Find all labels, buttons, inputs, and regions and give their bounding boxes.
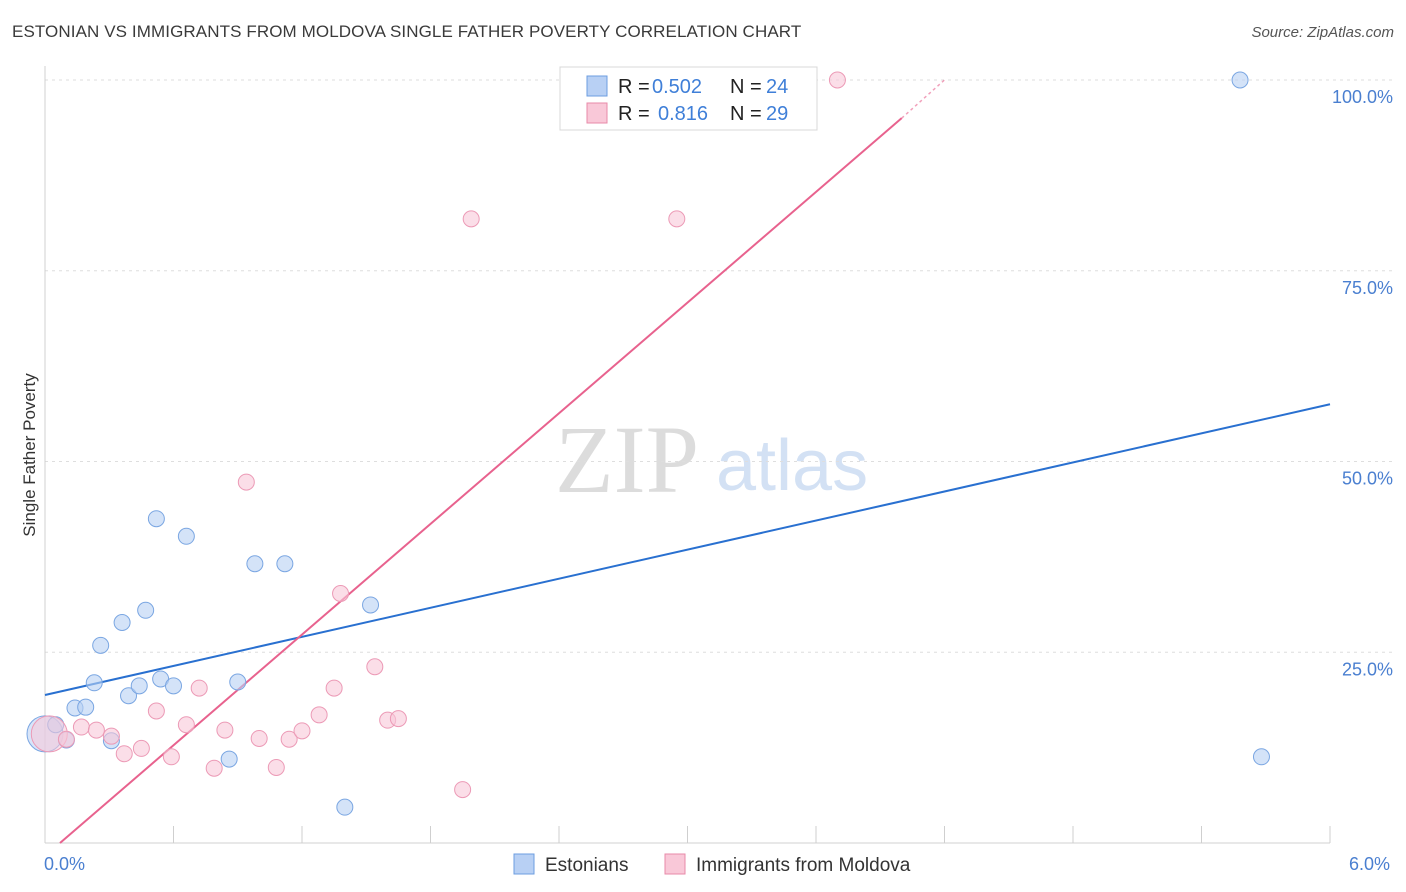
moldova-point-18 xyxy=(310,706,328,724)
estonians-point-16 xyxy=(220,750,238,768)
legend-swatch-moldova xyxy=(586,102,608,124)
moldova-point-2 xyxy=(72,718,90,736)
series-legend: Estonians Immigrants from Moldova xyxy=(513,853,911,876)
estonians-point-5 xyxy=(85,674,103,692)
legend-r-value-1: 0.502 xyxy=(652,76,702,98)
moldova-point-26 xyxy=(668,210,686,228)
legend-swatch-estonians xyxy=(586,75,608,97)
estonians-point-11 xyxy=(137,601,155,619)
svg-text:R = 0.502 N =: R = 0.502 N = 24 xyxy=(618,76,788,98)
svg-text:R = 0.816 N =: R = 0.816 N = 29 xyxy=(618,103,788,125)
moldova-point-16 xyxy=(280,730,298,748)
estonians-point-20 xyxy=(336,798,354,816)
moldova-point-15 xyxy=(267,758,285,776)
estonians-point-18 xyxy=(246,555,264,573)
moldova-point-1 xyxy=(57,730,75,748)
moldova-point-11 xyxy=(205,759,223,777)
estonians-point-15 xyxy=(177,527,195,545)
moldova-point-21 xyxy=(366,658,384,676)
estonians-point-21 xyxy=(362,596,380,614)
moldova-point-19 xyxy=(325,679,343,697)
estonians-point-12 xyxy=(147,510,165,528)
moldova-point-9 xyxy=(177,716,195,734)
moldova-point-23 xyxy=(389,710,407,728)
moldova-point-10 xyxy=(190,679,208,697)
moldova-point-8 xyxy=(162,748,180,766)
x-ticks xyxy=(173,826,1331,843)
legend-n-value-2: 29 xyxy=(766,103,788,125)
moldova-point-20 xyxy=(332,584,350,602)
moldova-point-13 xyxy=(237,473,255,491)
moldova-point-6 xyxy=(132,739,150,757)
trend-line-estonians xyxy=(44,403,1331,696)
legend-r-value-2: 0.816 xyxy=(658,103,708,125)
trend-line-moldova xyxy=(59,117,903,844)
estonians-point-9 xyxy=(120,687,138,705)
y-tick-label-25: 25.0% xyxy=(1342,659,1393,679)
legend-n-value-1: 24 xyxy=(766,76,788,98)
estonians-point-8 xyxy=(113,613,131,631)
y-tick-labels: 25.0% 50.0% 75.0% 100.0% xyxy=(1332,87,1393,679)
moldova-point-12 xyxy=(216,721,234,739)
moldova-point-5 xyxy=(115,745,133,763)
moldova-point-28 xyxy=(828,71,846,89)
estonians-point-10 xyxy=(130,677,148,695)
chart-title: ESTONIAN VS IMMIGRANTS FROM MOLDOVA SING… xyxy=(12,22,802,41)
bottom-legend-label-estonians: Estonians xyxy=(545,855,628,876)
moldova-point-14 xyxy=(250,729,268,747)
gridlines xyxy=(45,79,1392,653)
watermark-atlas: atlas xyxy=(716,426,868,506)
stats-legend: R = 0.502 N = 24 R = 0.816 N = 29 xyxy=(559,66,818,131)
estonians-point-14 xyxy=(165,677,182,695)
y-axis-title: Single Father Poverty xyxy=(20,373,39,537)
moldova-point-3 xyxy=(87,721,105,739)
moldova-point-17 xyxy=(293,722,311,740)
legend-r-label-1: R = xyxy=(618,76,655,98)
trend-line-extension-moldova xyxy=(901,79,945,119)
trend-lines xyxy=(44,79,1331,844)
estonians-point-6 xyxy=(92,636,110,654)
bottom-legend-label-moldova: Immigrants from Moldova xyxy=(696,855,911,876)
legend-n-label-2: N = xyxy=(730,103,767,125)
moldova-point-25 xyxy=(462,210,480,228)
y-tick-label-100: 100.0% xyxy=(1332,87,1393,107)
estonians-point-19 xyxy=(276,555,294,573)
moldova-point-4 xyxy=(102,727,120,745)
estonians-point-4 xyxy=(77,698,95,716)
moldova-point-7 xyxy=(147,702,165,720)
source-label: Source: ZipAtlas.com xyxy=(1251,24,1394,41)
moldova-point-24 xyxy=(454,781,472,799)
y-tick-label-75: 75.0% xyxy=(1342,278,1393,298)
x-tick-label-end: 6.0% xyxy=(1349,854,1390,874)
bottom-legend-swatch-estonians xyxy=(513,853,535,875)
watermark-zip: ZIP xyxy=(555,406,699,513)
legend-n-label-1: N = xyxy=(730,76,767,98)
estonians-point-23 xyxy=(1252,748,1270,766)
x-tick-label-start: 0.0% xyxy=(44,854,85,874)
data-points xyxy=(26,71,1270,816)
legend-r-label-2: R = xyxy=(618,103,655,125)
estonians-point-17 xyxy=(229,673,247,691)
estonians-point-22 xyxy=(1231,71,1249,89)
y-tick-label-50: 50.0% xyxy=(1342,469,1393,489)
bottom-legend-swatch-moldova xyxy=(664,853,686,875)
